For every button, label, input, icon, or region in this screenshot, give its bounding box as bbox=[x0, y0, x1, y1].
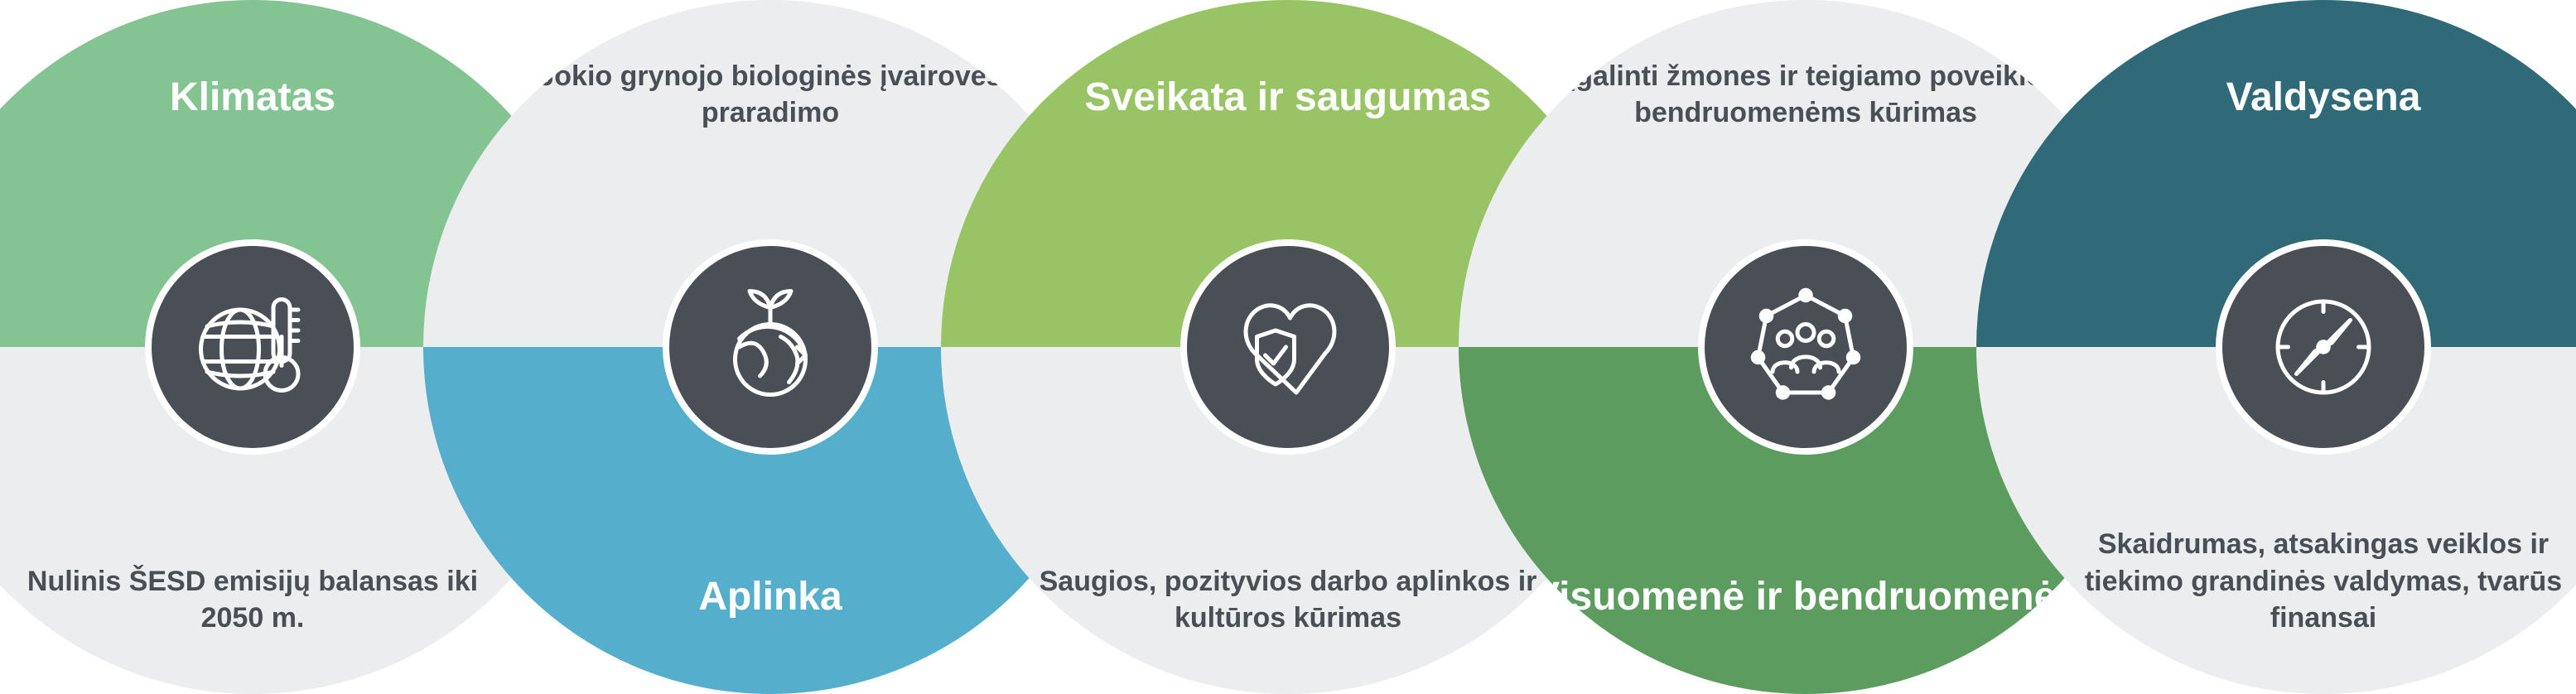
infographic-stage: KlimatasNulinis ŠESD emisijų balansas ik… bbox=[0, 0, 2576, 694]
environment-icon bbox=[663, 239, 878, 455]
climate-icon bbox=[145, 239, 360, 455]
community-icon bbox=[1698, 239, 1913, 455]
pillar-desc-valdysena: Skaidrumas, atsakingas veiklos ir tiekim… bbox=[1976, 526, 2576, 636]
health-icon bbox=[1180, 239, 1396, 455]
pillar-title-valdysena: Valdysena bbox=[1976, 75, 2576, 120]
governance-icon bbox=[2216, 239, 2431, 455]
